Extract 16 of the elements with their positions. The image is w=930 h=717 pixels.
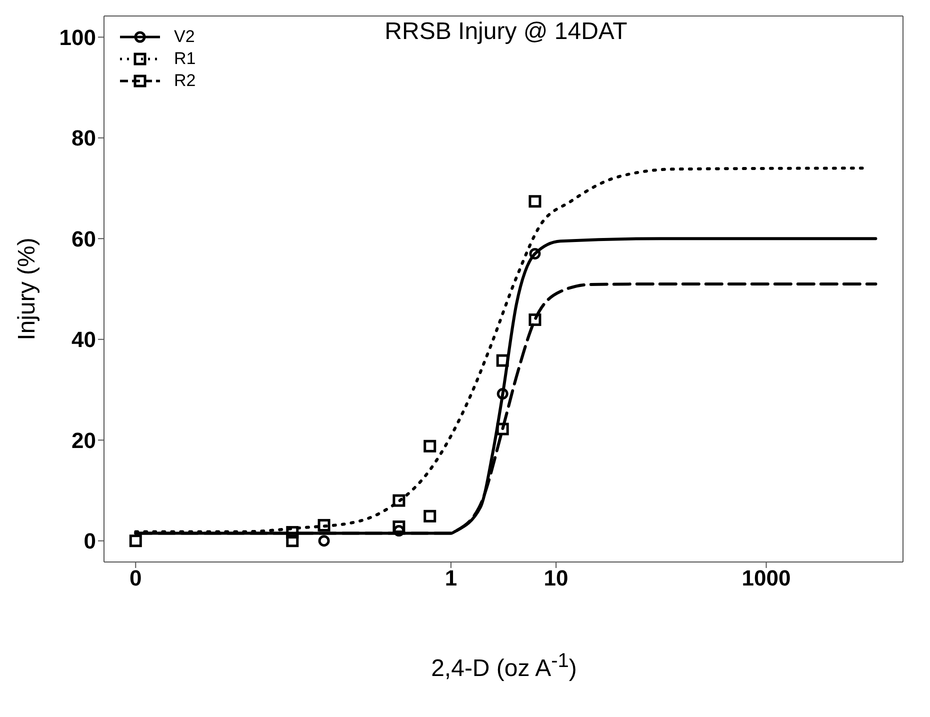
chart-title: RRSB Injury @ 14DAT [384, 18, 628, 45]
x-tick-label: 1 [444, 566, 458, 591]
y-tick-label: 60 [72, 226, 96, 252]
legend-label: R1 [174, 49, 196, 69]
y-tick-label: 80 [72, 126, 96, 151]
x-tick-label: 10 [544, 566, 568, 591]
y-tick-label: 100 [59, 24, 96, 50]
legend-label: V2 [174, 27, 195, 47]
x-tick-label: 0 [130, 566, 142, 591]
y-tick-label: 20 [72, 428, 96, 453]
y-axis-title: Injury (%) [14, 238, 41, 340]
x-tick-label: 1000 [742, 566, 791, 591]
legend-label: R2 [174, 71, 196, 91]
y-tick-label: 40 [72, 327, 96, 352]
y-tick-label: 0 [84, 528, 96, 554]
x-axis-title: 2,4-D (oz A$^{-1}$) [430, 650, 578, 683]
